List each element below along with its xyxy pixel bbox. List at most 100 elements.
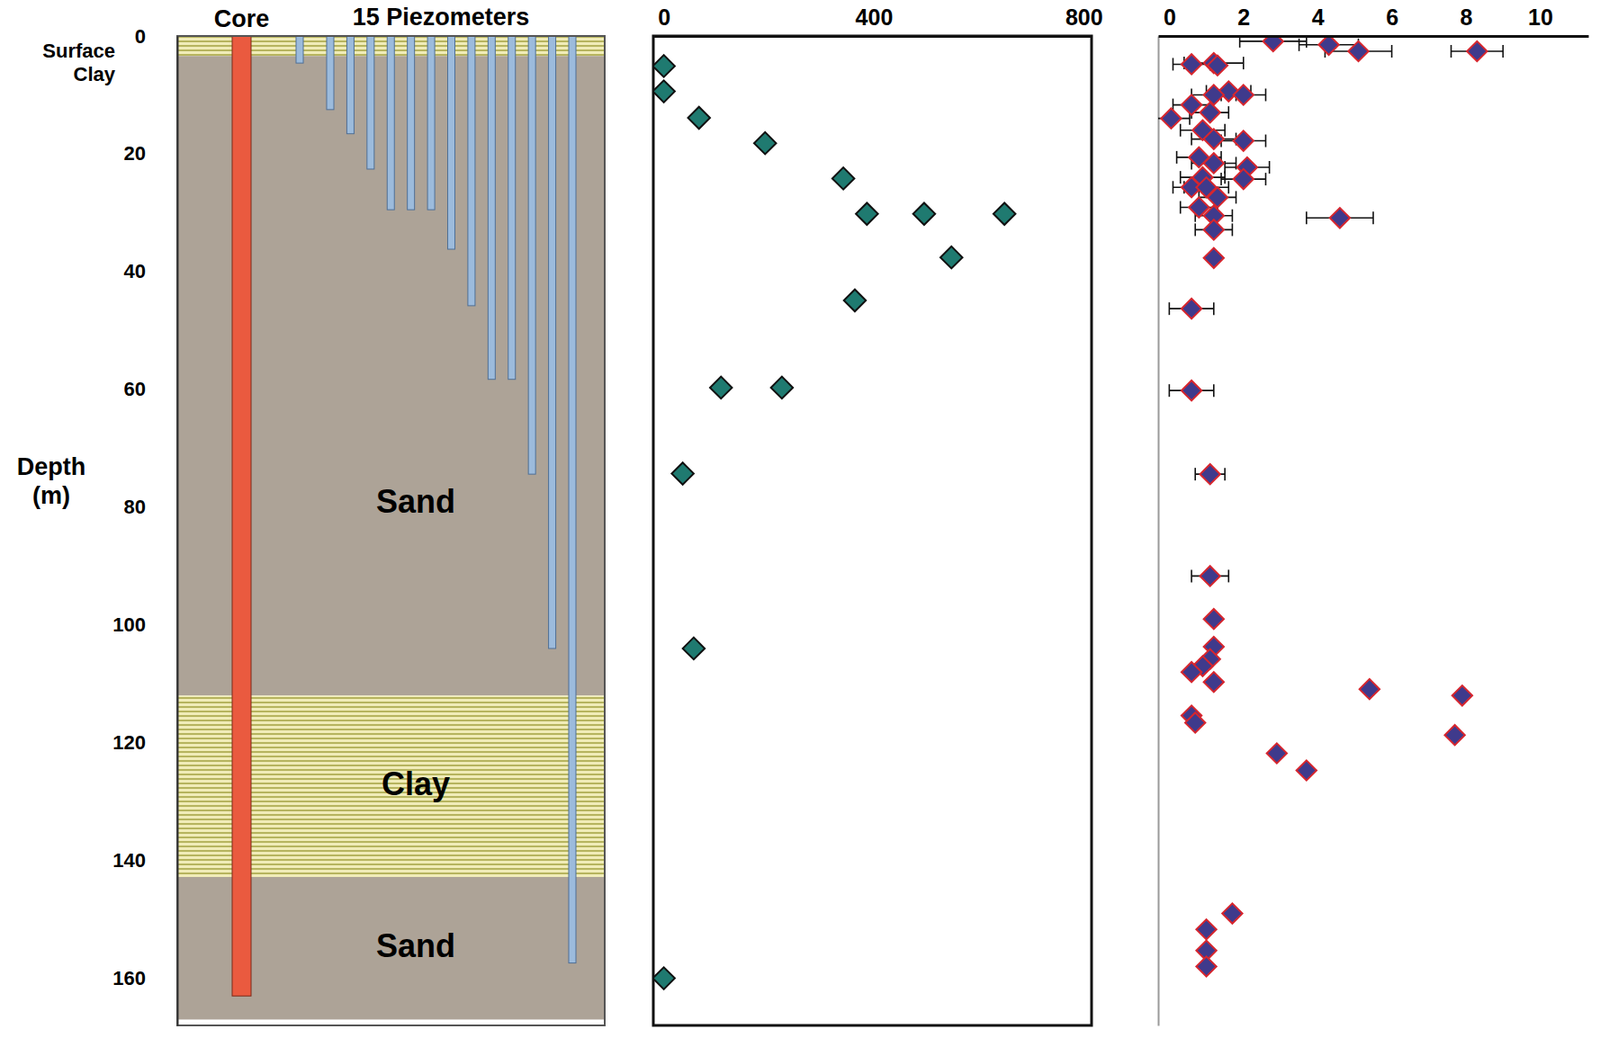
- point: [913, 202, 935, 225]
- layer-labels: SurfaceClaySandClaySand: [42, 39, 456, 965]
- point: [1181, 53, 1202, 74]
- tick: 400: [855, 4, 894, 36]
- tick-label: 120: [112, 731, 146, 755]
- point: [1204, 609, 1224, 630]
- well-column: [177, 35, 605, 1020]
- error-cap: [1176, 151, 1178, 164]
- piezometer: [427, 35, 435, 210]
- error-cap: [1213, 302, 1215, 315]
- point: [1207, 187, 1228, 207]
- point: [1233, 84, 1254, 105]
- layer-label: Sand: [376, 927, 456, 965]
- point: [771, 377, 793, 399]
- point: [1181, 298, 1202, 319]
- piezometer: [568, 35, 576, 964]
- tick: 4: [1312, 4, 1325, 36]
- tick: 120: [112, 731, 178, 755]
- error-cap: [1168, 384, 1171, 397]
- tick: 60: [124, 377, 178, 401]
- x-axis: 0 400 800: [654, 4, 1104, 37]
- tick-label: 140: [112, 849, 146, 872]
- point: [1204, 248, 1224, 269]
- y-axis-title: Depth(m): [17, 453, 87, 510]
- tick-label: 0: [657, 4, 671, 30]
- tick-label: 40: [124, 260, 146, 283]
- tick-label: 800: [1065, 4, 1104, 30]
- point: [1200, 464, 1221, 485]
- error-cap: [1223, 170, 1226, 184]
- tick: 20: [124, 142, 178, 165]
- tick-label: 0: [134, 25, 146, 48]
- point: [653, 80, 675, 102]
- error-cap: [1450, 44, 1453, 58]
- point: [1204, 219, 1224, 240]
- point: [1204, 128, 1224, 149]
- error-cap: [1190, 133, 1193, 146]
- error-cap: [1265, 88, 1268, 101]
- piezometer: [296, 35, 304, 63]
- error-cap: [1231, 209, 1234, 223]
- error-cap: [1298, 38, 1301, 52]
- point: [1452, 685, 1473, 706]
- error-cap: [1265, 172, 1268, 186]
- tick-label: 400: [855, 4, 894, 30]
- point: [1160, 107, 1181, 128]
- point: [1181, 94, 1202, 115]
- tick: 0: [1163, 4, 1177, 36]
- point: [653, 54, 675, 77]
- piezometer: [528, 35, 536, 475]
- point: [683, 638, 705, 660]
- tick: 10: [1528, 4, 1554, 36]
- point: [1466, 41, 1487, 62]
- point: [1296, 760, 1317, 781]
- error-cap: [1179, 170, 1182, 184]
- tick-label: 0: [1163, 4, 1177, 30]
- axis-line: [654, 35, 1093, 38]
- piezometer: [367, 35, 375, 170]
- error-cap: [1179, 201, 1182, 215]
- piezometer: [407, 35, 415, 210]
- error-cap: [1172, 180, 1175, 194]
- error-cap: [1268, 161, 1271, 174]
- error-cap: [1190, 569, 1193, 583]
- x-axis: 0246810: [1159, 4, 1590, 37]
- point: [1200, 566, 1221, 586]
- error-cap: [1265, 134, 1268, 148]
- plot-area: [653, 54, 1016, 990]
- point: [1318, 35, 1339, 55]
- point: [687, 107, 710, 129]
- tick: 0: [657, 4, 671, 36]
- tick-label: 160: [112, 967, 146, 990]
- figure: SurfaceClaySandClaySandCore15 Piezometer…: [0, 0, 1600, 1038]
- error-cap: [1194, 467, 1196, 481]
- plot-area: [1158, 35, 1503, 978]
- point: [1267, 743, 1287, 764]
- error-cap: [1391, 44, 1394, 58]
- point: [1195, 956, 1216, 977]
- point: [993, 202, 1016, 225]
- point: [1204, 84, 1224, 105]
- point: [1233, 130, 1254, 151]
- error-cap: [1220, 172, 1223, 186]
- piezometer-label: 15 Piezometers: [352, 3, 531, 31]
- tick-label: 80: [124, 495, 146, 519]
- tick-label: 100: [112, 613, 146, 637]
- y-axis: [1158, 36, 1160, 1027]
- error-cap: [1179, 124, 1182, 137]
- point: [754, 132, 776, 154]
- point: [1444, 725, 1465, 746]
- error-cap: [1194, 223, 1196, 236]
- point: [1330, 207, 1350, 228]
- point: [1233, 169, 1254, 189]
- point: [1195, 919, 1216, 940]
- layer-label: SurfaceClay: [42, 39, 116, 86]
- column-frame: [177, 35, 605, 1026]
- axis-line: [1158, 36, 1160, 1027]
- error-cap: [1305, 211, 1308, 225]
- error-cap: [1227, 106, 1230, 119]
- error-cap: [1501, 44, 1504, 58]
- tick-label: 60: [124, 377, 146, 401]
- point: [1263, 35, 1284, 52]
- tick: 80: [124, 495, 178, 519]
- axis-line: [177, 36, 180, 1027]
